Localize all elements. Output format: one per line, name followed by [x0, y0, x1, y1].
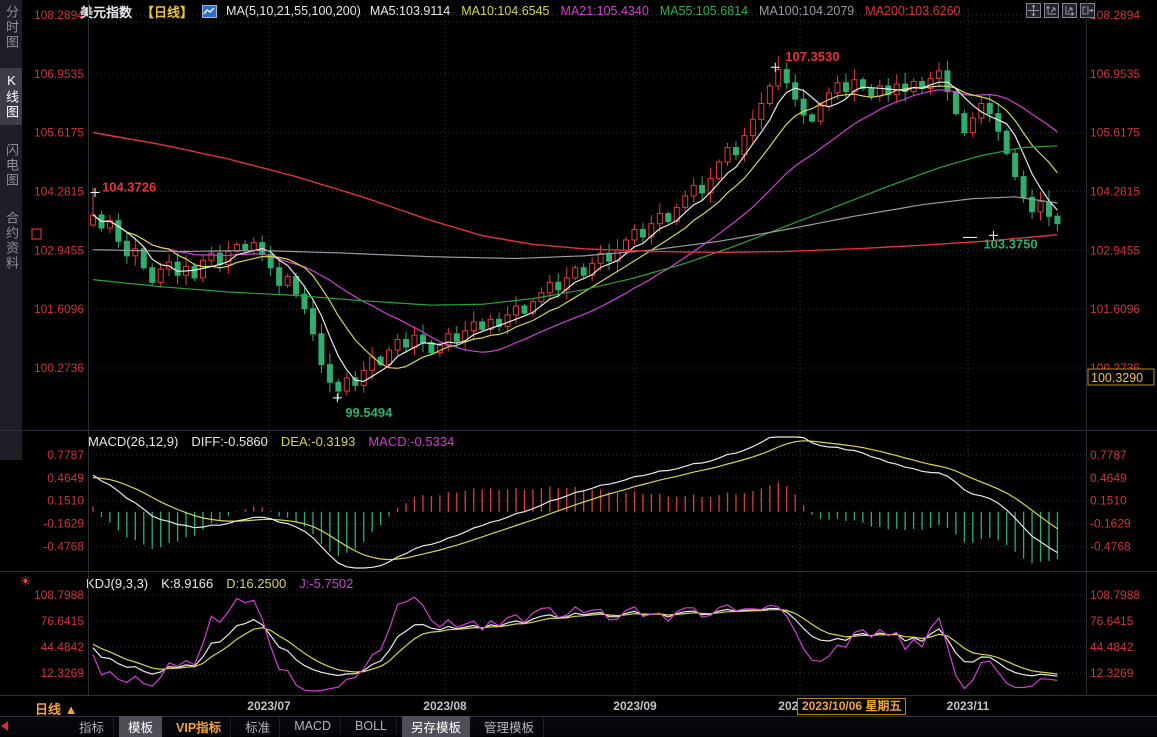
macd-macd-value: MACD:-0.5334 [368, 434, 455, 449]
svg-text:44.4842: 44.4842 [1090, 640, 1134, 654]
svg-text:104.2815: 104.2815 [1090, 184, 1140, 198]
svg-text:0.1510: 0.1510 [47, 494, 84, 508]
svg-text:12.3269: 12.3269 [41, 666, 85, 680]
grid-layer: 108.2894 108.2894 106.9535 106.9535 105.6175… [34, 8, 1140, 694]
ma-value-2: MA21:105.4340 [560, 4, 649, 18]
toolbar-icons [1026, 3, 1095, 18]
kdj-d-value: D:16.2500 [226, 576, 287, 591]
svg-text:101.6096: 101.6096 [1090, 302, 1140, 316]
plot-left-border [88, 0, 89, 695]
chart-type-icon[interactable] [202, 4, 218, 18]
svg-text:101.6096: 101.6096 [34, 302, 84, 316]
svg-text:0.4649: 0.4649 [1090, 471, 1127, 485]
svg-text:99.5494: 99.5494 [345, 405, 393, 420]
kdj-params: KDJ(9,3,3) [86, 576, 149, 591]
macd-params: MACD(26,12,9) [88, 434, 179, 449]
detach-window-icon[interactable] [1080, 3, 1095, 18]
macd-header: MACD(26,12,9) DIFF:-0.5860 DEA:-0.3193 M… [88, 434, 454, 449]
kdj-k-value: K:8.9166 [161, 576, 214, 591]
date-label-0: 2023/07 [247, 699, 291, 713]
chart-header: 美元指数 【日线】 MA(5,10,21,55,100,200) MA5:103… [80, 2, 960, 20]
svg-text:104.2815: 104.2815 [34, 184, 84, 198]
ma-value-1: MA10:104.6545 [461, 4, 550, 18]
svg-text:100.2736: 100.2736 [34, 361, 84, 375]
svg-text:0.4649: 0.4649 [47, 471, 84, 485]
svg-text:0.7787: 0.7787 [1090, 448, 1127, 462]
candles-layer [90, 56, 1061, 400]
kdj-j-value: J:-5.7502 [299, 576, 354, 591]
svg-text:106.9535: 106.9535 [1090, 67, 1140, 81]
svg-text:12.3269: 12.3269 [1090, 666, 1134, 680]
macd-diff-value: DIFF:-0.5860 [191, 434, 268, 449]
tab-BOLL[interactable]: BOLL [346, 718, 397, 734]
svg-text:102.9455: 102.9455 [1090, 243, 1140, 257]
svg-text:103.3750: 103.3750 [983, 236, 1037, 251]
period-dropdown-button[interactable]: 日线 ▲ [35, 699, 78, 718]
bottom-tab-bar: 指标 模板 VIP指标 标准 MACD BOLL 另存模板 管理模板 [0, 715, 1157, 737]
crosshair-date-badge: 2023/10/06 星期五 [797, 698, 907, 715]
svg-text:0.1510: 0.1510 [1090, 494, 1127, 508]
tab-管理模板[interactable]: 管理模板 [475, 715, 545, 737]
svg-text:-0.1629: -0.1629 [43, 517, 84, 531]
svg-text:108.2894: 108.2894 [34, 8, 84, 22]
tab-模板[interactable]: 模板 [119, 715, 163, 737]
svg-text:105.6175: 105.6175 [1090, 126, 1140, 140]
sidebar-item-2[interactable]: 闪电图 [4, 143, 19, 188]
xaxis-separator [0, 695, 1157, 696]
macd-layer [92, 436, 1059, 569]
scale-y-axis-icon[interactable] [1044, 3, 1059, 18]
ma-values: MA5:103.9114 MA10:104.6545 MA21:105.4340 MA… [370, 4, 961, 18]
left-sidebar: 分时图 K线图闪电图合约资料 [0, 0, 22, 735]
plot-right-border [1086, 0, 1087, 695]
kdj-layer [92, 596, 1058, 692]
macd-panel-separator [0, 430, 1157, 431]
period-arrow-icon: ▲ [64, 702, 78, 717]
svg-text:-0.1629: -0.1629 [1090, 517, 1131, 531]
last-price-badge: 100.3290 [1091, 371, 1143, 385]
svg-text:104.3726: 104.3726 [102, 179, 156, 194]
tab-VIP指标[interactable]: VIP指标 [167, 715, 232, 737]
sidebar-item-1[interactable]: K线图 [0, 68, 22, 125]
svg-text:-0.4768: -0.4768 [1090, 539, 1131, 553]
svg-text:106.9535: 106.9535 [34, 67, 84, 81]
pan-tool-icon[interactable] [1026, 3, 1041, 18]
ma-value-0: MA5:103.9114 [369, 4, 451, 18]
kdj-header: KDJ(9,3,3) K:8.9166 D:16.2500 J:-5.7502 [86, 576, 353, 591]
svg-text:76.6415: 76.6415 [1090, 614, 1134, 628]
svg-text:0.7787: 0.7787 [47, 448, 84, 462]
scale-x-axis-icon[interactable] [1062, 3, 1077, 18]
ma-value-3: MA55:105.6814 [659, 4, 749, 18]
svg-text:76.6415: 76.6415 [41, 614, 85, 628]
tab-另存模板[interactable]: 另存模板 [401, 715, 470, 737]
tab-标准[interactable]: 标准 [236, 715, 281, 737]
period-label: 日线 [35, 702, 62, 717]
macd-dea-value: DEA:-0.3193 [280, 434, 356, 449]
symbol-title: 美元指数 [80, 4, 133, 20]
ma-settings-label: MA(5,10,21,55,100,200) [226, 4, 361, 18]
svg-text:-0.4768: -0.4768 [43, 539, 84, 553]
svg-text:44.4842: 44.4842 [41, 640, 85, 654]
svg-text:105.6175: 105.6175 [34, 126, 84, 140]
tab-指标[interactable]: 指标 [70, 715, 115, 737]
tab-MACD[interactable]: MACD [285, 718, 342, 734]
scroll-left-icon[interactable] [1, 721, 8, 731]
svg-text:108.7988: 108.7988 [34, 588, 84, 602]
svg-text:107.3530: 107.3530 [785, 49, 839, 64]
ma-value-4: MA100:104.2079 [759, 4, 855, 18]
annotations-layer: 104.3726 107.3530 99.5494 103.3750 100.3290 [31, 49, 1155, 420]
date-label-2: 2023/09 [613, 699, 657, 713]
svg-text:108.7988: 108.7988 [1090, 588, 1140, 602]
kdj-panel-separator [0, 571, 1157, 572]
svg-text:108.2894: 108.2894 [1090, 8, 1140, 22]
sun-icon[interactable]: ☀ [19, 573, 32, 589]
date-label-4: 2023/11 [946, 699, 990, 713]
svg-text:102.9455: 102.9455 [34, 243, 84, 257]
period-tag: 【日线】 [141, 4, 194, 20]
date-label-1: 2023/08 [423, 699, 467, 713]
sidebar-item-3[interactable]: 合约资料 [4, 211, 19, 271]
ma-value-5: MA200:103.6260 [865, 4, 961, 18]
sidebar-item-0[interactable]: 分时图 [4, 5, 19, 50]
